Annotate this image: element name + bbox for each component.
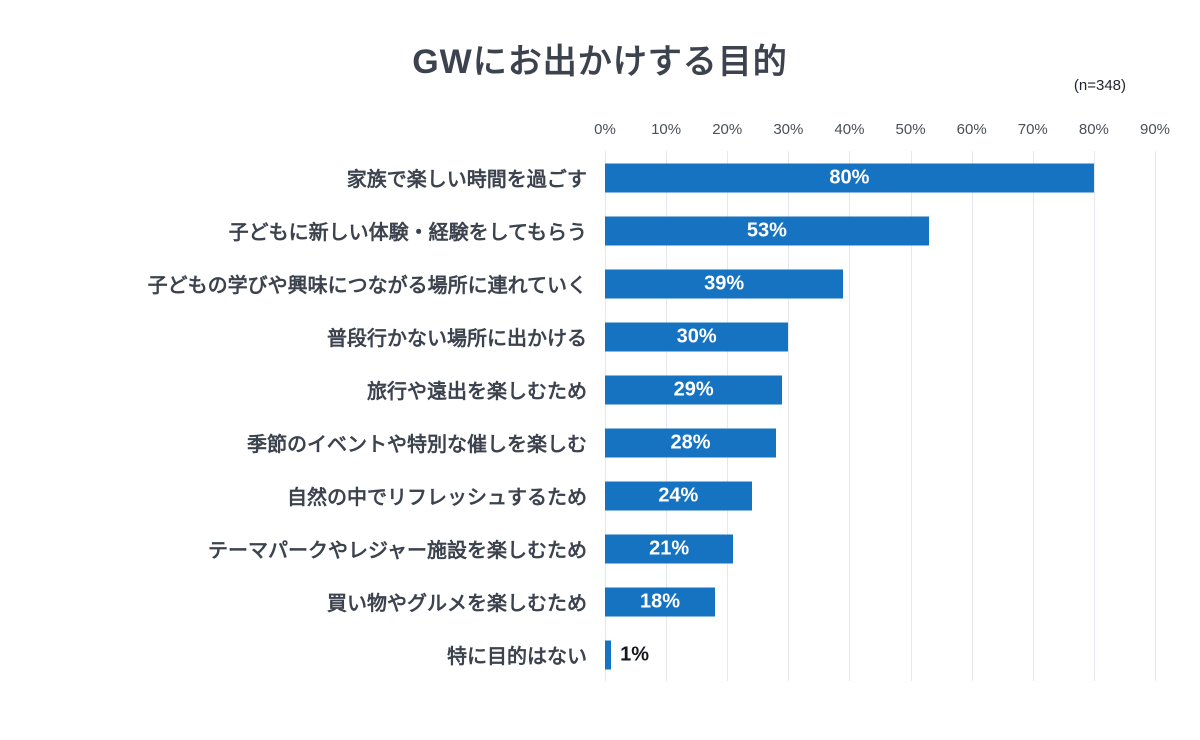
bar-track: 29% xyxy=(605,363,1155,416)
bar-value-label: 1% xyxy=(620,643,650,665)
bar xyxy=(605,481,752,510)
x-tick-0: 0% xyxy=(594,121,616,138)
bar-value-label: 28% xyxy=(670,431,711,453)
x-tick-8: 80% xyxy=(1078,121,1109,138)
grid-line-7 xyxy=(1032,151,1034,681)
bar-track: 28% xyxy=(605,416,1155,469)
chart-row: 子どもに新しい体験・経験をしてもらう 53% xyxy=(0,204,1200,257)
category-label: 旅行や遠出を楽しむため xyxy=(367,381,587,403)
category-label: 季節のイベントや特別な催しを楽しむ xyxy=(247,434,587,456)
chart-row: 自然の中でリフレッシュするため 24% xyxy=(0,469,1200,522)
category-label: 普段行かない場所に出かける xyxy=(327,328,587,350)
category-label: 子どもに新しい体験・経験をしてもらう xyxy=(228,222,587,244)
bar xyxy=(605,375,783,404)
bar xyxy=(605,216,929,245)
chart-row: 旅行や遠出を楽しむため 29% xyxy=(0,363,1200,416)
bar-track: 18% xyxy=(605,575,1155,628)
bar xyxy=(605,428,777,457)
x-tick-2: 20% xyxy=(712,121,743,138)
bar-track: 24% xyxy=(605,469,1155,522)
x-tick-3: 30% xyxy=(773,121,804,138)
grid-line-2 xyxy=(727,151,729,681)
bar xyxy=(605,640,612,669)
gridlines xyxy=(605,151,1156,681)
bar-value-label: 21% xyxy=(649,537,690,559)
bar xyxy=(605,163,1094,192)
x-tick-5: 50% xyxy=(895,121,926,138)
bar-value-label: 53% xyxy=(746,219,787,241)
category-label: 子どもの学びや興味につながる場所に連れていく xyxy=(147,275,587,297)
x-tick-7: 70% xyxy=(1017,121,1048,138)
x-tick-1: 10% xyxy=(651,121,682,138)
chart-row: 季節のイベントや特別な催しを楽しむ 28% xyxy=(0,416,1200,469)
x-axis-ticks: 0% 10% 20% 30% 40% 50% 60% 70% 80% 90% xyxy=(594,121,1170,143)
grid-line-4 xyxy=(849,151,851,681)
bar-value-label: 24% xyxy=(658,484,699,506)
chart-row: 子どもの学びや興味につながる場所に連れていく 39% xyxy=(0,257,1200,310)
bar-track: 1% xyxy=(605,628,1155,681)
x-axis: 0% 10% 20% 30% 40% 50% 60% 70% 80% 90% xyxy=(0,121,1200,143)
bar xyxy=(605,587,715,616)
x-tick-6: 60% xyxy=(956,121,987,138)
grid-line-8 xyxy=(1093,151,1095,681)
grid-line-6 xyxy=(971,151,973,681)
bar-value-label: 30% xyxy=(676,325,717,347)
sample-size-label: (n=348) xyxy=(1073,77,1126,94)
category-label: 特に目的はない xyxy=(447,646,587,668)
grid-line-5 xyxy=(910,151,912,681)
bar-track: 30% xyxy=(605,310,1155,363)
category-label: 家族で楽しい時間を過ごす xyxy=(346,169,587,191)
bar xyxy=(605,269,844,298)
grid-line-0 xyxy=(605,151,606,681)
category-label: 自然の中でリフレッシュするため xyxy=(287,487,587,509)
bar-value-label: 80% xyxy=(829,166,870,188)
chart-row: 普段行かない場所に出かける 30% xyxy=(0,310,1200,363)
bar-track: 39% xyxy=(605,257,1155,310)
x-tick-9: 90% xyxy=(1139,121,1171,138)
category-label: 買い物やグルメを楽しむため xyxy=(327,593,587,615)
bar-value-label: 18% xyxy=(639,590,681,612)
bar xyxy=(605,322,789,351)
x-tick-4: 40% xyxy=(834,121,865,138)
bar-track: 80% xyxy=(605,151,1155,204)
bar xyxy=(605,534,734,563)
axis-label-spacer xyxy=(0,121,605,143)
bar-chart: 0% 10% 20% 30% 40% 50% 60% 70% 80% 90% 家族で楽しい時間を過… xyxy=(0,121,1200,681)
chart-title: GWにお出かけする目的 xyxy=(412,43,788,81)
chart-body: 家族で楽しい時間を過ごす 80% 子どもに新しい体験・経験をしてもらう 53% 子どもの… xyxy=(0,151,1200,681)
chart-row: 特に目的はない 1% xyxy=(0,628,1200,681)
chart-row: 家族で楽しい時間を過ごす 80% xyxy=(0,151,1200,204)
bar-value-label: 29% xyxy=(673,378,714,400)
grid-line-1 xyxy=(666,151,668,681)
grid-line-3 xyxy=(788,151,790,681)
chart-row: 買い物やグルメを楽しむため 18% xyxy=(0,575,1200,628)
chart-rows: 家族で楽しい時間を過ごす 80% 子どもに新しい体験・経験をしてもらう 53% 子どもの… xyxy=(0,151,1200,681)
chart-row: テーマパークやレジャー施設を楽しむため 21% xyxy=(0,522,1200,575)
bar-track: 21% xyxy=(605,522,1155,575)
bar-value-label: 39% xyxy=(704,272,745,294)
bar-track: 53% xyxy=(605,204,1155,257)
grid-line-9 xyxy=(1155,151,1156,681)
category-label: テーマパークやレジャー施設を楽しむため xyxy=(208,540,587,562)
